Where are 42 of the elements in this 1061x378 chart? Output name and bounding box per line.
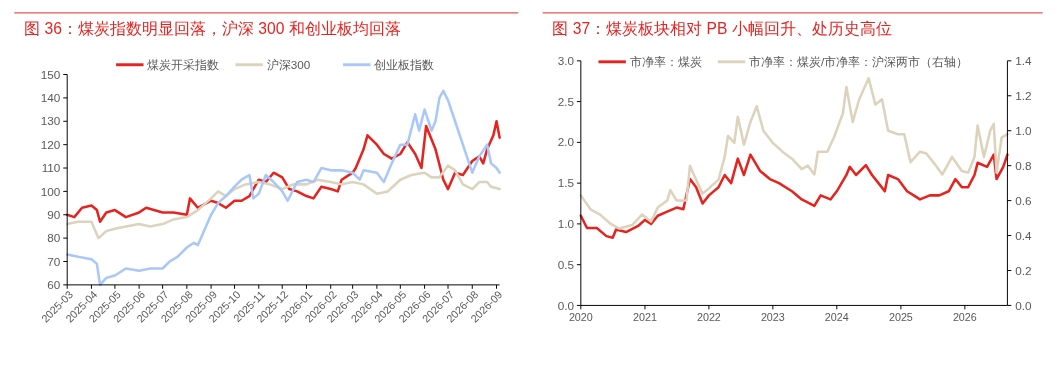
- y-tick-label: 3.0: [557, 53, 575, 67]
- y2-tick-label: 0.8: [1015, 158, 1033, 172]
- y2-tick-label: 0.2: [1015, 263, 1032, 277]
- y2-tick-label: 0.0: [1015, 298, 1033, 312]
- y-tick-label: 2.5: [557, 94, 575, 108]
- x-tick-label: 2021: [633, 311, 657, 324]
- y-tick-label: 2.0: [557, 135, 575, 149]
- x-tick-label: 2026: [952, 311, 977, 324]
- line-series: [579, 153, 1009, 240]
- chart-title: 图 36：煤炭指数明显回落，沪深 300 和创业板均回落: [24, 20, 401, 38]
- y2-tick-label: 1.0: [1015, 123, 1033, 137]
- y-tick-label: 100: [40, 184, 61, 198]
- x-tick-label: 2020: [568, 311, 593, 324]
- x-tick-label: 2023: [760, 311, 785, 324]
- legend-label: 创业板指数: [374, 57, 435, 71]
- legend-label: 煤炭开采指数: [147, 57, 220, 71]
- y2-tick-label: 1.4: [1015, 53, 1033, 67]
- y-tick-label: 1.5: [557, 176, 575, 190]
- y-tick-label: 60: [47, 277, 61, 291]
- y2-tick-label: 0.4: [1015, 228, 1033, 242]
- y-tick-label: 70: [47, 254, 61, 268]
- x-tick-label: 2025: [888, 311, 913, 324]
- y-tick-label: 140: [40, 91, 61, 105]
- y-tick-label: 150: [40, 67, 61, 81]
- line-series: [65, 164, 501, 240]
- y-tick-label: 0.5: [557, 257, 575, 271]
- y-tick-label: 110: [41, 161, 61, 175]
- legend-label: 沪深300: [266, 57, 311, 71]
- x-tick-label: 2022: [696, 311, 721, 324]
- y-tick-label: 1.0: [557, 217, 575, 230]
- y-tick-label: 120: [40, 137, 61, 151]
- chart-title: 图 37：煤炭板块相对 PB 小幅回升、处历史高位: [552, 20, 892, 38]
- x-tick-label: 2024: [824, 311, 849, 324]
- legend-label: 市净率：煤炭: [629, 54, 702, 68]
- y-tick-label: 80: [47, 231, 61, 245]
- y2-tick-label: 1.2: [1015, 88, 1032, 102]
- y-tick-label: 130: [40, 114, 61, 128]
- legend-label: 市净率：煤炭/市净率：沪深两市（右轴）: [749, 54, 969, 69]
- y-tick-label: 90: [47, 207, 61, 221]
- y-tick-label: 0.0: [557, 298, 575, 312]
- line-series: [579, 77, 1009, 230]
- y2-tick-label: 0.6: [1015, 193, 1033, 207]
